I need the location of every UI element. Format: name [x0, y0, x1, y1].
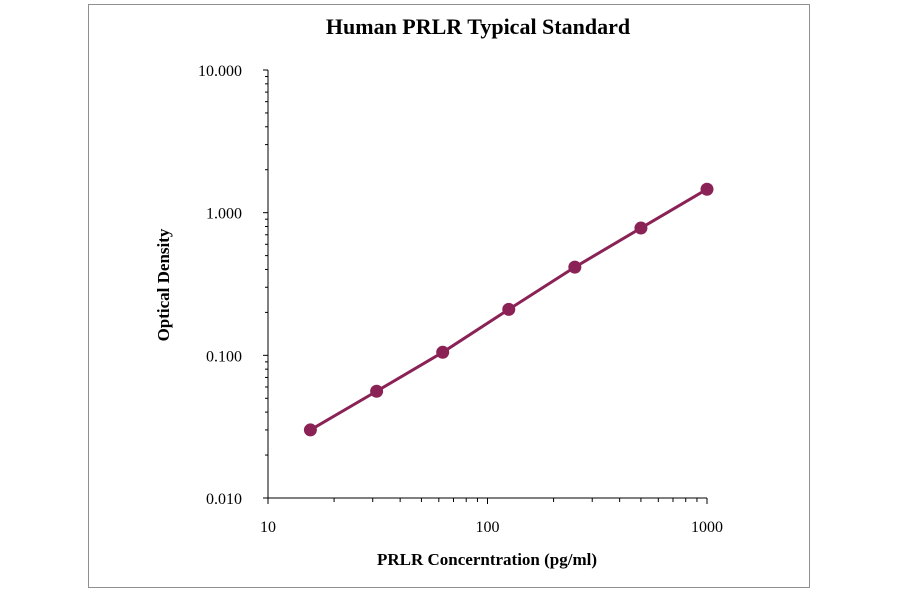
- y-axis-label: Optical Density: [154, 228, 173, 341]
- axes: [267, 70, 707, 499]
- data-point: [303, 423, 317, 437]
- data-point: [700, 182, 714, 196]
- chart-frame: [88, 4, 810, 588]
- data-point: [502, 302, 516, 316]
- x-tick-label: 1000: [691, 519, 723, 536]
- x-axis-label: PRLR Concerntration (pg/ml): [377, 550, 597, 569]
- series-layer: [303, 182, 714, 437]
- data-point: [568, 260, 582, 274]
- x-tick-label: 100: [476, 519, 500, 536]
- data-point: [370, 384, 384, 398]
- y-tick-label: 0.100: [206, 348, 242, 365]
- data-point: [436, 345, 450, 359]
- y-ticks: 10.000 1.000 0.100 0.010: [198, 63, 268, 508]
- y-tick-label: 0.010: [206, 491, 242, 508]
- y-tick-label: 1.000: [206, 206, 242, 223]
- data-point: [634, 221, 648, 235]
- chart-title: Human PRLR Typical Standard: [326, 14, 630, 39]
- x-ticks: 10 100 1000: [260, 498, 723, 536]
- x-tick-label: 10: [260, 519, 276, 536]
- y-tick-label: 10.000: [198, 63, 242, 80]
